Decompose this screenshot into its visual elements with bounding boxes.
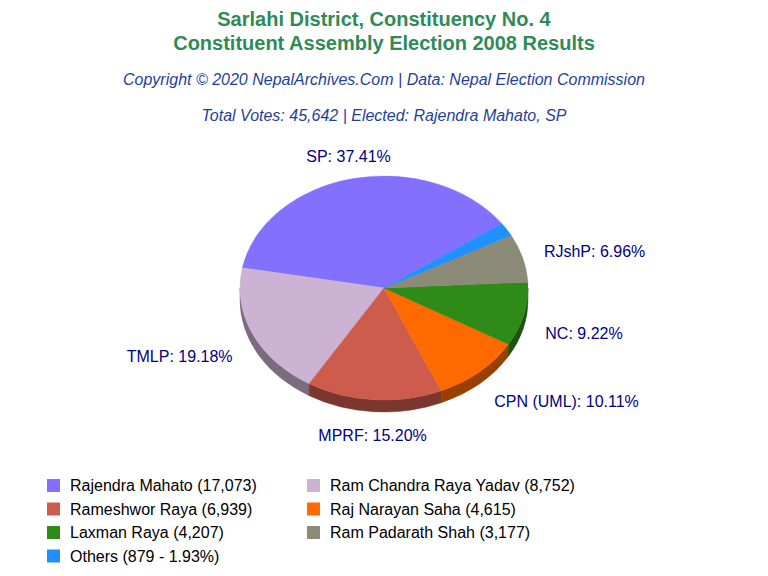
subtitle: Copyright © 2020 NepalArchives.Com | Dat… xyxy=(123,71,645,88)
legend-swatch xyxy=(307,526,320,539)
legend-label: Rameshwor Raya (6,939) xyxy=(70,501,252,518)
legend-label: Ram Padarath Shah (3,177) xyxy=(330,524,530,541)
background xyxy=(0,0,768,576)
title-line: Sarlahi District, Constituency No. 4 xyxy=(217,8,551,30)
slice xyxy=(384,235,528,288)
legend-swatch xyxy=(307,479,320,492)
slice xyxy=(384,224,511,288)
legend-swatch xyxy=(47,479,60,492)
legend-swatch xyxy=(47,526,60,539)
legend-label: Others (879 - 1.93%) xyxy=(70,548,219,565)
legend-label: Raj Narayan Saha (4,615) xyxy=(330,501,516,518)
title-line: Constituent Assembly Election 2008 Resul… xyxy=(173,32,595,54)
legend-swatch xyxy=(47,503,60,516)
slice xyxy=(384,282,528,344)
legend: Rajendra Mahato (17,073) Ram Chandra Raya… xyxy=(47,477,575,565)
legend-label: Laxman Raya (4,207) xyxy=(70,524,224,541)
data-label: TMLP: 19.18% xyxy=(127,348,233,365)
data-label: RJshP: 6.96% xyxy=(544,243,645,260)
title: Sarlahi District, Constituency No. 4Cons… xyxy=(173,8,595,54)
legend-swatch xyxy=(307,503,320,516)
legend-swatch xyxy=(47,550,60,563)
pie-slices xyxy=(240,176,528,400)
chart-root: Sarlahi District, Constituency No. 4Cons… xyxy=(0,0,768,576)
data-label: MPRF: 15.20% xyxy=(318,427,426,444)
annotation: Total Votes: 45,642 | Elected: Rajendra … xyxy=(202,107,567,124)
data-label: SP: 37.41% xyxy=(306,148,391,165)
chart-svg: Sarlahi District, Constituency No. 4Cons… xyxy=(0,0,768,576)
data-label: CPN (UML): 10.11% xyxy=(494,393,639,410)
data-label: NC: 9.22% xyxy=(545,325,622,342)
legend-label: Ram Chandra Raya Yadav (8,752) xyxy=(330,477,575,494)
legend-label: Rajendra Mahato (17,073) xyxy=(70,477,257,494)
